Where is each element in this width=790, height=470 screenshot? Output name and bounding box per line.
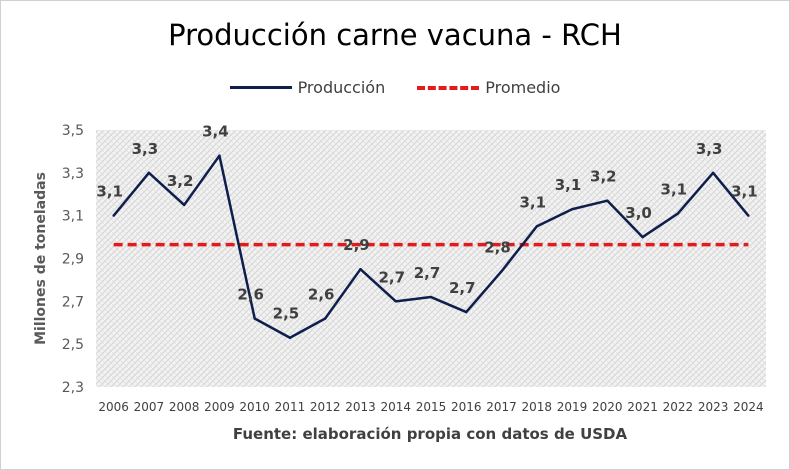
x-tick-label: 2022 — [663, 400, 694, 414]
legend-label-produccion: Producción — [297, 78, 386, 97]
data-label: 3,1 — [520, 193, 547, 211]
data-label: 3,1 — [731, 183, 758, 201]
y-tick-label: 2,3 — [62, 380, 84, 396]
data-label: 3,1 — [96, 183, 123, 201]
data-label: 2,9 — [343, 236, 370, 254]
x-tick-label: 2013 — [345, 400, 376, 414]
data-label: 2,8 — [484, 238, 511, 256]
data-label: 2,7 — [414, 264, 441, 282]
y-tick-label: 3,5 — [62, 123, 84, 139]
data-point — [359, 268, 362, 271]
plot-area — [96, 130, 766, 387]
x-tick-label: 2024 — [733, 400, 764, 414]
legend-swatch-produccion — [229, 86, 292, 89]
x-tick-label: 2008 — [169, 400, 200, 414]
data-label: 2,6 — [308, 285, 335, 303]
data-point — [711, 171, 715, 175]
x-tick-label: 2023 — [698, 400, 729, 414]
legend-item-promedio: Promedio — [417, 78, 560, 97]
x-tick-label: 2010 — [239, 400, 270, 414]
chart-title: Producción carne vacuna - RCH — [168, 18, 622, 52]
data-point — [500, 270, 503, 273]
x-tick-label: 2021 — [627, 400, 658, 414]
x-tick-label: 2018 — [522, 400, 553, 414]
data-point — [535, 225, 538, 228]
x-tick-label: 2020 — [592, 400, 623, 414]
data-label: 3,0 — [625, 204, 652, 222]
data-label: 2,5 — [273, 305, 300, 323]
x-tick-label: 2014 — [380, 400, 411, 414]
x-tick-label: 2011 — [275, 400, 306, 414]
y-axis-label: Millones de toneladas — [33, 172, 49, 345]
data-point — [394, 300, 397, 303]
data-point — [641, 235, 644, 239]
data-point — [676, 212, 680, 215]
data-point — [288, 336, 292, 339]
x-tick-label: 2015 — [416, 400, 447, 414]
x-tick-label: 2017 — [486, 400, 517, 414]
data-point — [465, 310, 468, 314]
x-tick-label: 2007 — [134, 400, 165, 414]
y-tick-label: 3,1 — [62, 209, 84, 225]
data-label: 3,3 — [132, 140, 159, 158]
legend-swatch-promedio — [417, 85, 480, 90]
data-point — [218, 154, 221, 157]
data-label: 3,1 — [555, 176, 582, 194]
data-point — [429, 295, 433, 299]
legend-item-produccion: Producción — [229, 78, 386, 97]
data-label: 2,7 — [449, 279, 476, 297]
chart-legend: Producción Promedio — [0, 78, 790, 97]
y-tick-label: 2,7 — [62, 294, 84, 310]
data-point — [147, 171, 151, 175]
data-point — [747, 214, 750, 217]
data-label: 3,2 — [167, 172, 194, 190]
data-label: 2,7 — [378, 268, 405, 286]
data-point — [182, 203, 186, 207]
x-tick-label: 2016 — [451, 400, 482, 414]
data-point — [606, 199, 609, 202]
x-tick-label: 2009 — [204, 400, 235, 414]
y-tick-label: 3,3 — [62, 166, 84, 182]
x-tick-label: 2006 — [98, 400, 129, 414]
data-label: 3,3 — [696, 140, 723, 158]
legend-label-promedio: Promedio — [485, 78, 561, 97]
y-tick-label: 2,9 — [62, 252, 84, 268]
x-tick-label: 2019 — [557, 400, 588, 414]
data-point — [324, 317, 327, 320]
data-label: 3,4 — [202, 123, 229, 141]
source-note: Fuente: elaboración propia con datos de … — [232, 425, 628, 443]
data-label: 2,6 — [237, 285, 264, 303]
data-point — [570, 208, 574, 211]
data-label: 3,2 — [590, 168, 617, 186]
data-label: 3,1 — [661, 181, 688, 199]
y-tick-label: 2,5 — [62, 337, 84, 353]
data-point — [112, 214, 115, 217]
x-tick-label: 2012 — [310, 400, 341, 414]
data-point — [253, 317, 256, 320]
